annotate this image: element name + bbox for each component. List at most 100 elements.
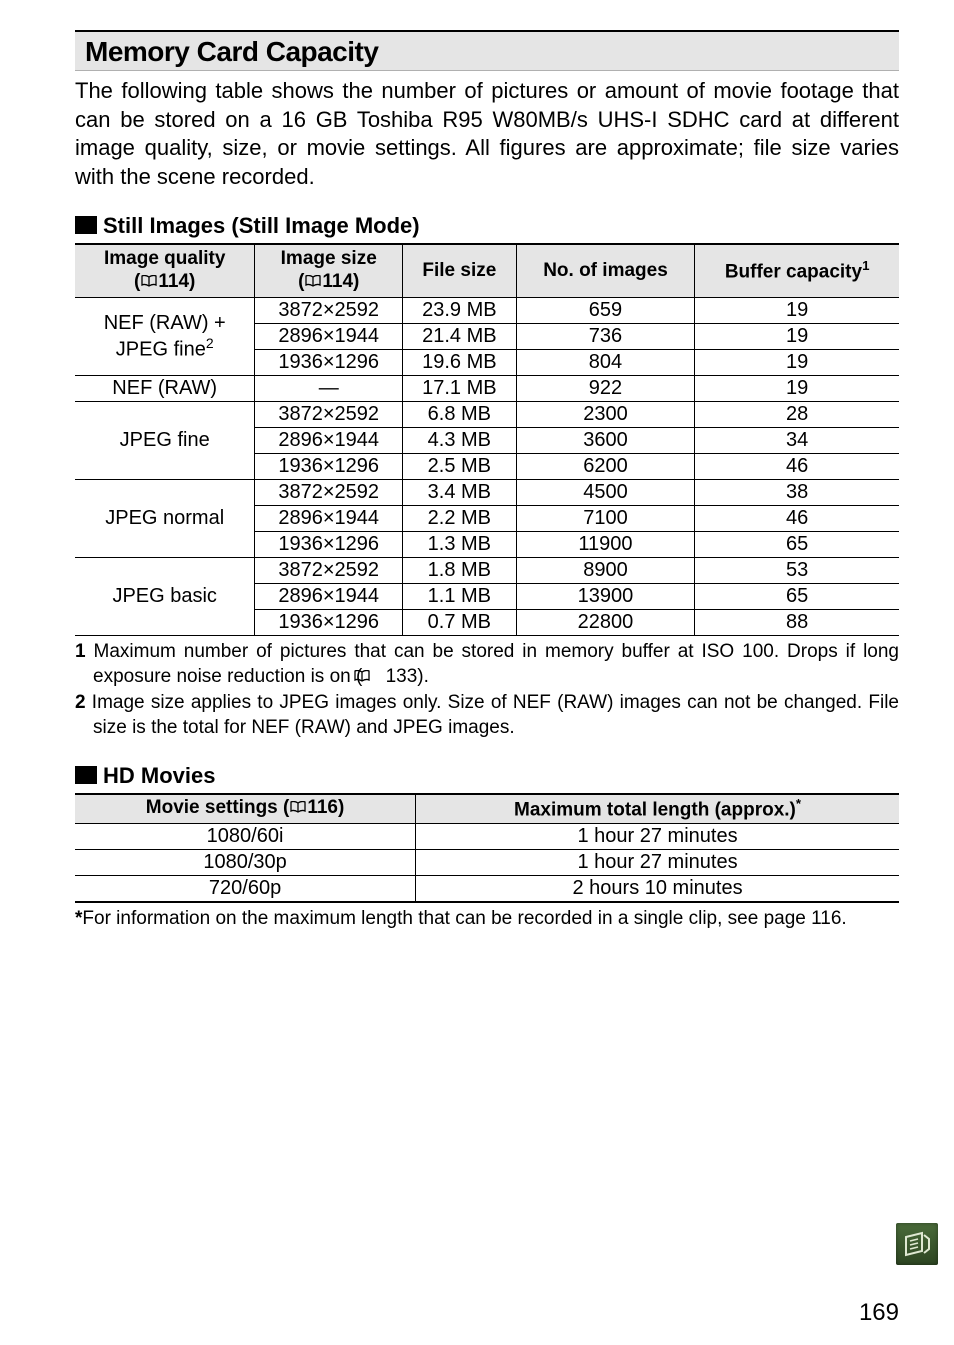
- page-root: Memory Card Capacity The following table…: [0, 0, 954, 1345]
- table-row: 720/60p2 hours 10 minutes: [75, 875, 899, 902]
- table-row: JPEG fine3872×25926.8 MB230028: [75, 401, 899, 427]
- table-cell: 13900: [516, 583, 695, 609]
- row-group-label: NEF (RAW): [75, 375, 255, 401]
- table-cell: 922: [516, 375, 695, 401]
- table-cell: 21.4 MB: [403, 323, 517, 349]
- still-images-heading-text: Still Images (Still Image Mode): [103, 213, 420, 239]
- table-cell: 3872×2592: [255, 401, 403, 427]
- table-cell: 1936×1296: [255, 453, 403, 479]
- table-cell: 17.1 MB: [403, 375, 517, 401]
- col-image-quality: Image quality (114): [75, 244, 255, 297]
- book-icon: [140, 271, 158, 294]
- row-group-label: JPEG fine: [75, 401, 255, 479]
- table-cell: 4.3 MB: [403, 427, 517, 453]
- table-cell: 46: [695, 453, 899, 479]
- table-cell: 23.9 MB: [403, 297, 517, 323]
- table-row: JPEG basic3872×25921.8 MB890053: [75, 557, 899, 583]
- col-movie-settings: Movie settings (116): [75, 794, 416, 824]
- page-number: 169: [859, 1299, 899, 1327]
- row-group-label: JPEG normal: [75, 479, 255, 557]
- footnote-star-text: For information on the maximum length th…: [82, 908, 846, 929]
- col-image-size: Image size (114): [255, 244, 403, 297]
- table-cell: 1936×1296: [255, 349, 403, 375]
- table-cell: ―: [255, 375, 403, 401]
- heading-marker-icon: [75, 766, 97, 784]
- table-cell: 38: [695, 479, 899, 505]
- table-cell: 720/60p: [75, 875, 416, 902]
- table-cell: 3600: [516, 427, 695, 453]
- table-cell: 19: [695, 375, 899, 401]
- table-cell: 1.3 MB: [403, 531, 517, 557]
- hd-movies-heading: HD Movies: [75, 763, 899, 789]
- table-cell: 736: [516, 323, 695, 349]
- table-cell: 1.8 MB: [403, 557, 517, 583]
- table-cell: 2.2 MB: [403, 505, 517, 531]
- row-group-label: NEF (RAW) +JPEG fine2: [75, 297, 255, 375]
- row-group-label: JPEG basic: [75, 557, 255, 635]
- table-cell: 2300: [516, 401, 695, 427]
- table-cell: 1 hour 27 minutes: [416, 823, 899, 849]
- table-row: JPEG normal3872×25923.4 MB450038: [75, 479, 899, 505]
- section-header: Memory Card Capacity: [75, 30, 899, 71]
- table-cell: 3872×2592: [255, 479, 403, 505]
- table-cell: 19: [695, 323, 899, 349]
- hd-footnote: *For information on the maximum length t…: [75, 907, 899, 932]
- table-cell: 1 hour 27 minutes: [416, 849, 899, 875]
- table-cell: 1080/30p: [75, 849, 416, 875]
- intro-paragraph: The following table shows the number of …: [75, 77, 899, 191]
- section-title: Memory Card Capacity: [85, 36, 378, 67]
- table-cell: 804: [516, 349, 695, 375]
- table-cell: 8900: [516, 557, 695, 583]
- table-cell: 3872×2592: [255, 297, 403, 323]
- table-cell: 53: [695, 557, 899, 583]
- table-cell: 28: [695, 401, 899, 427]
- table-cell: 2.5 MB: [403, 453, 517, 479]
- table-cell: 2896×1944: [255, 505, 403, 531]
- table-cell: 2896×1944: [255, 583, 403, 609]
- table-cell: 3872×2592: [255, 557, 403, 583]
- table-cell: 1936×1296: [255, 531, 403, 557]
- footnote: 2 Image size applies to JPEG images only…: [75, 691, 899, 740]
- table-row: NEF (RAW) +JPEG fine23872×259223.9 MB659…: [75, 297, 899, 323]
- table-cell: 4500: [516, 479, 695, 505]
- table-cell: 34: [695, 427, 899, 453]
- table-cell: 88: [695, 609, 899, 635]
- table-cell: 1080/60i: [75, 823, 416, 849]
- table-row: 1080/60i1 hour 27 minutes: [75, 823, 899, 849]
- footnote: 1 Maximum number of pictures that can be…: [75, 640, 899, 689]
- table-cell: 2 hours 10 minutes: [416, 875, 899, 902]
- table-cell: 2896×1944: [255, 323, 403, 349]
- col-max-length: Maximum total length (approx.)*: [416, 794, 899, 824]
- table-cell: 6200: [516, 453, 695, 479]
- table-row: NEF (RAW)―17.1 MB92219: [75, 375, 899, 401]
- table-cell: 1.1 MB: [403, 583, 517, 609]
- table-cell: 19: [695, 297, 899, 323]
- col-buffer-capacity: Buffer capacity1: [695, 244, 899, 297]
- col-no-images: No. of images: [516, 244, 695, 297]
- table-cell: 11900: [516, 531, 695, 557]
- col-file-size: File size: [403, 244, 517, 297]
- section-tab-icon: [896, 1223, 938, 1265]
- table-cell: 3.4 MB: [403, 479, 517, 505]
- hd-movies-table: Movie settings (116) Maximum total lengt…: [75, 793, 899, 903]
- table-cell: 46: [695, 505, 899, 531]
- table-cell: 0.7 MB: [403, 609, 517, 635]
- table-row: 1080/30p1 hour 27 minutes: [75, 849, 899, 875]
- table-cell: 2896×1944: [255, 427, 403, 453]
- book-icon: [289, 797, 307, 820]
- still-footnotes: 1 Maximum number of pictures that can be…: [75, 640, 899, 741]
- table-cell: 1936×1296: [255, 609, 403, 635]
- heading-marker-icon: [75, 216, 97, 234]
- book-icon: [304, 271, 322, 294]
- table-cell: 19.6 MB: [403, 349, 517, 375]
- table-cell: 7100: [516, 505, 695, 531]
- table-cell: 65: [695, 583, 899, 609]
- table-cell: 19: [695, 349, 899, 375]
- table-cell: 6.8 MB: [403, 401, 517, 427]
- still-images-heading: Still Images (Still Image Mode): [75, 213, 899, 239]
- table-cell: 22800: [516, 609, 695, 635]
- still-images-table: Image quality (114) Image size (114) Fil…: [75, 243, 899, 636]
- table-cell: 65: [695, 531, 899, 557]
- hd-movies-heading-text: HD Movies: [103, 763, 215, 789]
- table-cell: 659: [516, 297, 695, 323]
